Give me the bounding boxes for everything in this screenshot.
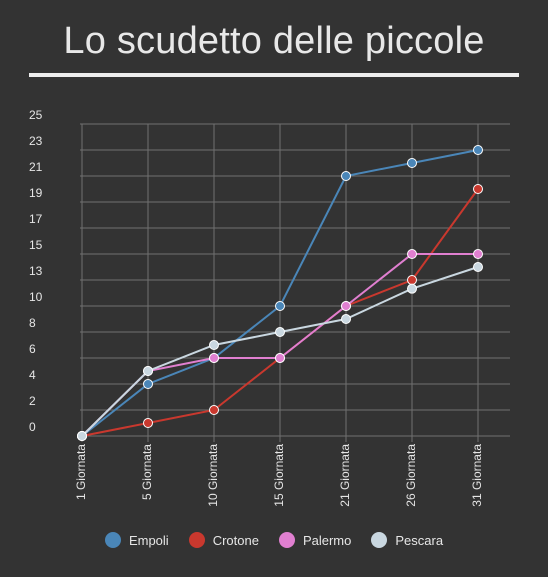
legend-label: Palermo <box>302 532 352 548</box>
x-tick-label: 1 Giornata <box>74 444 88 500</box>
data-point-palermo <box>473 249 483 259</box>
data-point-crotone <box>209 405 219 415</box>
data-point-crotone <box>143 418 153 428</box>
y-tick-label: 19 <box>29 186 43 200</box>
x-tick-label: 26 Giornata <box>404 444 418 507</box>
x-tick-label: 31 Giornata <box>470 444 484 507</box>
legend: Empoli Crotone Palermo Pescara <box>0 532 548 548</box>
data-point-palermo <box>407 249 417 259</box>
x-tick-label: 5 Giornata <box>140 444 154 500</box>
data-point-empoli <box>473 145 483 155</box>
x-tick-label: 15 Giornata <box>272 444 286 507</box>
data-point-empoli <box>407 158 417 168</box>
grid <box>80 123 510 442</box>
title-underline <box>29 73 519 77</box>
data-point-pescara <box>209 340 219 350</box>
y-tick-label: 4 <box>29 368 36 382</box>
x-axis-ticks: 1 Giornata 5 Giornata 10 Giornata 15 Giorna… <box>74 444 484 507</box>
data-point-pescara <box>341 314 351 324</box>
y-tick-label: 23 <box>29 134 43 148</box>
y-tick-label: 6 <box>29 342 36 356</box>
legend-label: Crotone <box>212 532 259 548</box>
y-tick-label: 17 <box>29 212 43 226</box>
legend-item-crotone[interactable]: Crotone <box>188 532 259 548</box>
y-tick-label: 2 <box>29 394 36 408</box>
data-point-empoli <box>143 379 153 389</box>
data-point-empoli <box>341 171 351 181</box>
y-tick-label: 0 <box>29 420 36 434</box>
data-point-palermo <box>209 353 219 363</box>
y-tick-label: 13 <box>29 264 43 278</box>
series-points <box>77 145 483 441</box>
chart-title: Lo scudetto delle piccole <box>63 20 485 62</box>
data-point-palermo <box>341 301 351 311</box>
legend-label: Empoli <box>128 532 169 548</box>
legend-swatch <box>278 532 295 548</box>
data-point-pescara <box>143 366 153 376</box>
data-point-palermo <box>275 353 285 363</box>
data-point-crotone <box>473 184 483 194</box>
legend-label: Pescara <box>395 532 444 548</box>
legend-item-empoli[interactable]: Empoli <box>104 532 169 548</box>
y-tick-label: 15 <box>29 238 43 252</box>
data-point-pescara <box>275 327 285 337</box>
x-tick-label: 10 Giornata <box>206 444 220 507</box>
data-point-crotone <box>407 275 417 285</box>
legend-swatch <box>104 532 121 548</box>
y-tick-label: 10 <box>29 290 43 304</box>
y-tick-label: 8 <box>29 316 36 330</box>
legend-item-pescara[interactable]: Pescara <box>371 532 443 548</box>
legend-swatch <box>188 532 205 548</box>
y-axis-ticks: 0 2 4 6 8 10 13 15 17 19 21 23 25 <box>29 108 43 434</box>
legend-swatch <box>371 532 388 548</box>
data-point-pescara <box>407 283 417 294</box>
data-point-pescara <box>473 262 483 272</box>
y-tick-label: 21 <box>29 160 43 174</box>
legend-item-palermo[interactable]: Palermo <box>278 532 352 548</box>
y-tick-label: 25 <box>29 108 43 122</box>
data-point-empoli <box>275 301 285 311</box>
data-point-pescara <box>77 431 87 441</box>
x-tick-label: 21 Giornata <box>338 444 352 507</box>
